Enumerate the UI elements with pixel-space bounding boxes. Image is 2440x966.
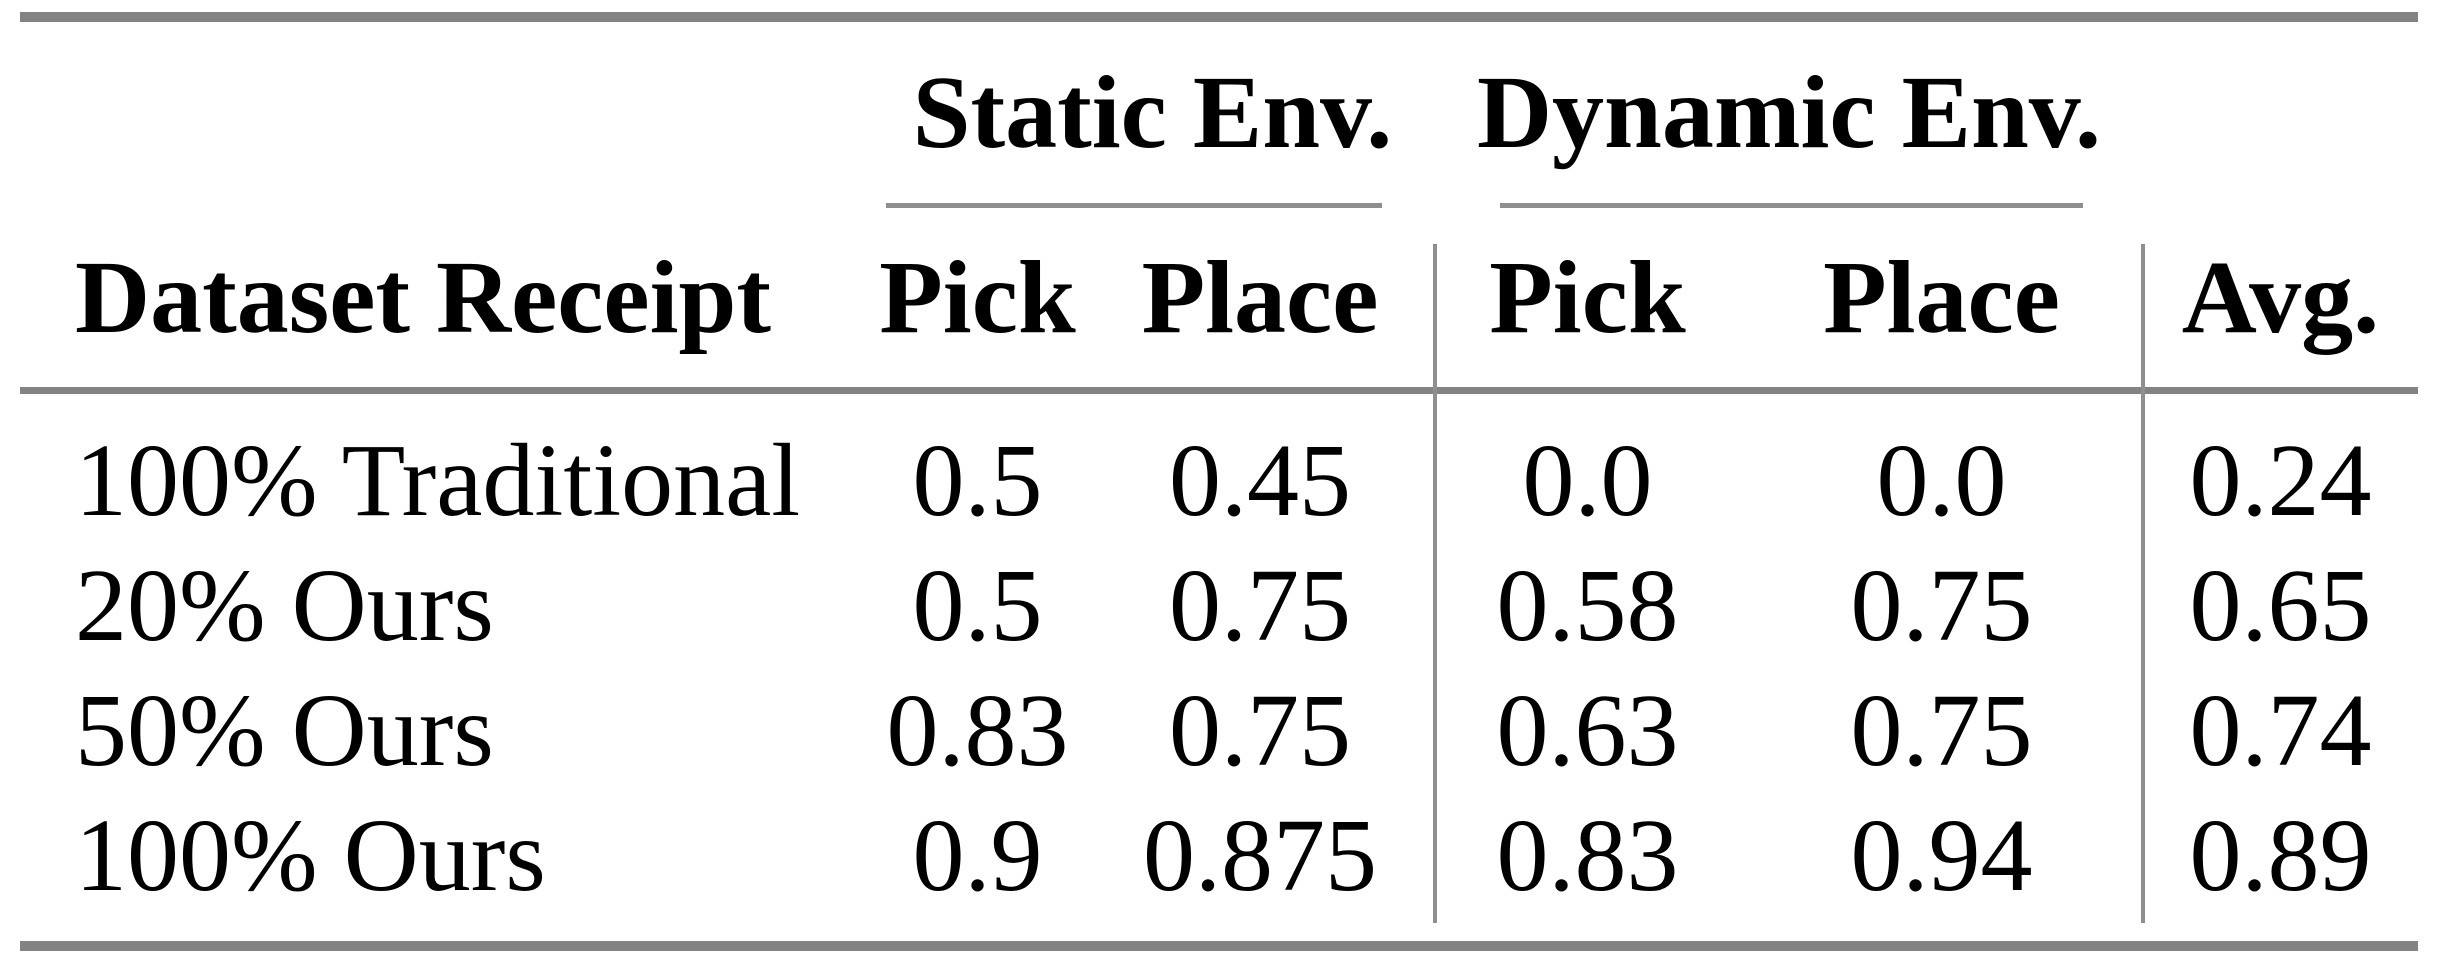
cell-value: 0.75 bbox=[1169, 547, 1351, 663]
col-header-static-pick: Pick bbox=[879, 239, 1076, 355]
cell-value: 0.75 bbox=[1850, 547, 2033, 663]
cell-value: 0.24 bbox=[2189, 422, 2372, 538]
group-header-static-env: Static Env. bbox=[912, 55, 1393, 170]
cell-value: 0.94 bbox=[1850, 797, 2033, 913]
cell-value: 0.5 bbox=[912, 547, 1043, 663]
group-header-dynamic-env: Dynamic Env. bbox=[1476, 55, 2102, 170]
cell-value: 0.89 bbox=[2189, 797, 2372, 913]
cell-value: 0.0 bbox=[1876, 422, 2007, 538]
cell-value: 0.75 bbox=[1169, 672, 1351, 788]
header-separator-rule bbox=[20, 387, 2418, 394]
cell-value: 0.0 bbox=[1522, 422, 1653, 538]
row-label: 50% Ours bbox=[75, 672, 494, 788]
cell-value: 0.83 bbox=[886, 672, 1069, 788]
cell-value: 0.875 bbox=[1143, 797, 1377, 913]
bottom-rule bbox=[20, 941, 2418, 951]
col-header-avg: Avg. bbox=[2181, 239, 2380, 355]
cell-value: 0.58 bbox=[1496, 547, 1679, 663]
cell-value: 0.65 bbox=[2189, 547, 2372, 663]
row-label: 100% Traditional bbox=[75, 422, 801, 538]
cell-value: 0.74 bbox=[2189, 672, 2372, 788]
cell-value: 0.45 bbox=[1169, 422, 1351, 538]
cell-value: 0.63 bbox=[1496, 672, 1679, 788]
col-header-dataset-receipt: Dataset Receipt bbox=[75, 239, 771, 355]
cell-value: 0.9 bbox=[912, 797, 1043, 913]
cell-value: 0.83 bbox=[1496, 797, 1679, 913]
vertical-separator-static-dynamic bbox=[1433, 244, 1437, 923]
dynamic-env-cmidrule bbox=[1500, 203, 2083, 208]
row-label: 20% Ours bbox=[75, 547, 494, 663]
row-label: 100% Ours bbox=[75, 797, 546, 913]
vertical-separator-avg bbox=[2141, 244, 2145, 923]
cell-value: 0.5 bbox=[912, 422, 1043, 538]
results-table: Static Env. Dynamic Env. Dataset Receipt… bbox=[20, 22, 2418, 918]
col-header-dynamic-place: Place bbox=[1823, 239, 2060, 355]
top-rule bbox=[20, 12, 2418, 22]
col-header-static-place: Place bbox=[1141, 239, 1379, 355]
static-env-cmidrule bbox=[886, 203, 1382, 208]
cell-value: 0.75 bbox=[1850, 672, 2033, 788]
col-header-dynamic-pick: Pick bbox=[1489, 239, 1686, 355]
